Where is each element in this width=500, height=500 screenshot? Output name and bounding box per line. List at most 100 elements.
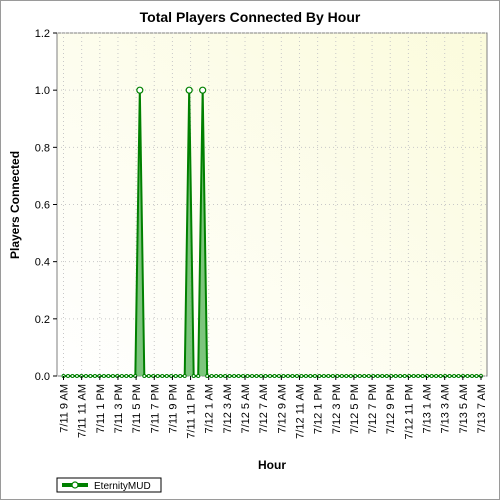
data-point: [124, 374, 129, 378]
data-point: [339, 374, 344, 378]
data-point: [83, 374, 88, 378]
x-axis-label: Hour: [258, 458, 286, 472]
data-point: [74, 374, 79, 378]
y-tick-label: 0.6: [35, 200, 50, 212]
data-point: [276, 374, 281, 378]
data-point: [272, 374, 277, 378]
data-point: [263, 374, 268, 378]
data-point: [281, 374, 286, 378]
x-tick-label: 7/12 11 AM: [294, 384, 306, 439]
data-point: [142, 374, 147, 378]
data-point: [470, 374, 475, 378]
x-tick-label: 7/12 3 PM: [331, 384, 343, 434]
data-point: [70, 374, 75, 378]
x-tick-label: 7/12 5 PM: [349, 384, 361, 434]
data-point: [465, 374, 470, 378]
x-tick-label: 7/12 5 AM: [240, 384, 252, 434]
data-point: [106, 374, 111, 378]
data-point: [245, 374, 250, 378]
data-point: [65, 374, 70, 378]
data-point: [241, 374, 246, 378]
legend-box: [56, 477, 162, 493]
legend: EternityMUD: [56, 477, 162, 493]
x-tick-label: 7/11 11 PM: [186, 384, 198, 439]
data-point: [196, 374, 201, 378]
data-point: [299, 374, 304, 378]
data-point: [456, 374, 461, 378]
data-point: [250, 374, 255, 378]
data-point: [268, 374, 273, 378]
data-point: [326, 374, 331, 378]
data-point: [335, 374, 340, 378]
data-point: [416, 374, 421, 378]
data-point: [411, 374, 416, 378]
x-tick-label: 7/12 3 AM: [222, 384, 234, 434]
x-tick-label: 7/11 5 PM: [131, 384, 143, 433]
x-tick-label: 7/11 9 AM: [59, 384, 71, 433]
data-point: [119, 374, 124, 378]
data-point: [218, 374, 223, 378]
data-point: [317, 374, 322, 378]
x-tick-label: 7/12 7 AM: [258, 384, 270, 434]
x-tick-label: 7/11 11 AM: [77, 384, 89, 438]
data-point: [290, 374, 295, 378]
data-point: [182, 374, 187, 378]
y-axis-ticks: 0.0 0.2 0.4 0.6 0.8 1.0 1.2: [35, 28, 57, 383]
series-lines: [63, 90, 481, 377]
data-point: [236, 374, 241, 378]
data-point: [474, 374, 479, 378]
x-tick-label: 7/11 9 PM: [167, 384, 179, 433]
x-tick-label: 7/12 9 AM: [276, 384, 288, 434]
data-point: [214, 374, 219, 378]
data-point: [209, 374, 214, 378]
x-tick-label: 7/13 1 AM: [422, 384, 434, 434]
x-tick-label: 7/11 7 PM: [149, 384, 161, 433]
data-point: [259, 374, 264, 378]
data-point: [110, 374, 115, 378]
data-point: [101, 374, 106, 378]
data-point: [285, 374, 290, 378]
data-point: [199, 86, 207, 94]
data-point: [393, 374, 398, 378]
y-tick-label: 0.0: [35, 371, 50, 383]
y-tick-label: 1.0: [35, 85, 50, 97]
data-point: [447, 374, 452, 378]
data-point: [227, 374, 232, 378]
data-point: [254, 374, 259, 378]
data-point: [303, 374, 308, 378]
series-line: [63, 90, 481, 377]
x-axis-ticks: 7/11 9 AM 7/11 11 AM 7/11 1 PM 7/11 3 PM 7/1…: [59, 376, 488, 439]
data-point: [88, 374, 93, 378]
data-point: [398, 374, 403, 378]
data-point: [173, 374, 178, 378]
data-point: [344, 374, 349, 378]
x-tick-label: 7/11 3 PM: [113, 384, 125, 433]
data-point: [438, 374, 443, 378]
data-point: [452, 374, 457, 378]
x-tick-label: 7/13 3 AM: [440, 384, 452, 434]
data-point: [164, 374, 169, 378]
data-point: [232, 374, 237, 378]
x-tick-label: 7/11 1 PM: [95, 384, 107, 433]
data-point: [330, 374, 335, 378]
data-point: [434, 374, 439, 378]
x-tick-label: 7/12 1 PM: [313, 384, 325, 434]
data-point: [312, 374, 317, 378]
data-point: [402, 374, 407, 378]
data-point: [205, 374, 210, 378]
data-point: [128, 374, 133, 378]
data-point: [375, 374, 380, 378]
data-point: [146, 374, 151, 378]
data-point: [191, 374, 196, 378]
y-axis-label: Players Connected: [8, 151, 22, 259]
y-tick-label: 0.2: [35, 314, 50, 326]
x-tick-label: 7/13 7 AM: [476, 384, 488, 434]
x-tick-label: 7/12 7 PM: [367, 384, 379, 434]
data-point: [384, 374, 389, 378]
data-point: [160, 374, 165, 378]
data-point: [429, 374, 434, 378]
data-point: [308, 374, 313, 378]
data-point: [362, 374, 367, 378]
series-markers: [61, 86, 483, 378]
